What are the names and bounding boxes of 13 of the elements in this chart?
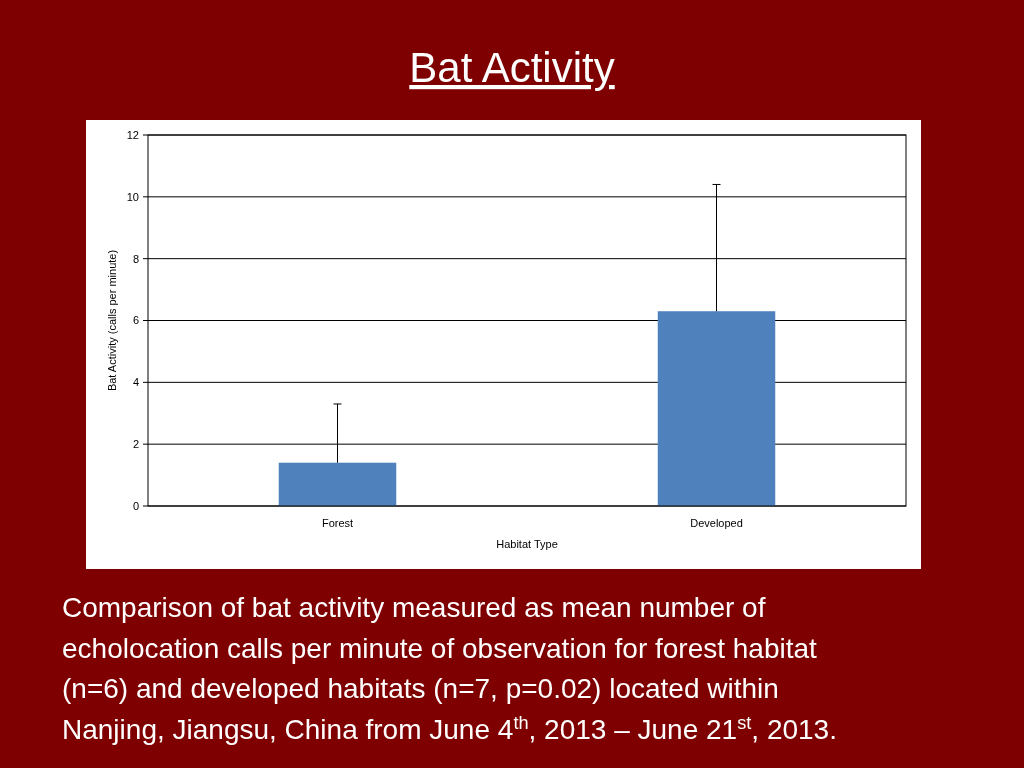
y-tick-label: 0 <box>132 499 139 512</box>
x-tick-label: Forest <box>321 517 354 529</box>
y-tick-label: 4 <box>132 376 139 389</box>
text: Comparison of bat activity measured as mean number of echolocation calls per minute of observation for forest habitat (n=6) and developed habitats (n=7, p=0.02) located within Nanjing, Jiangsu, China from June 4$^{th}$, 2013 – June 21$^{st}$, 2013. <box>62 592 837 745</box>
chart-title: Bat Activity <box>409 44 615 91</box>
y-tick-label: 2 <box>132 438 139 451</box>
y-tick-label: 12 <box>126 128 139 141</box>
y-tick-label: 10 <box>126 190 139 203</box>
x-tick-label: Developed <box>690 517 743 529</box>
y-tick-label: 8 <box>132 252 139 265</box>
y-axis-title: Bat Activity (calls per minute) <box>106 249 118 392</box>
y-tick-label: 6 <box>132 314 139 327</box>
x-axis-title: Habitat Type <box>496 538 558 550</box>
